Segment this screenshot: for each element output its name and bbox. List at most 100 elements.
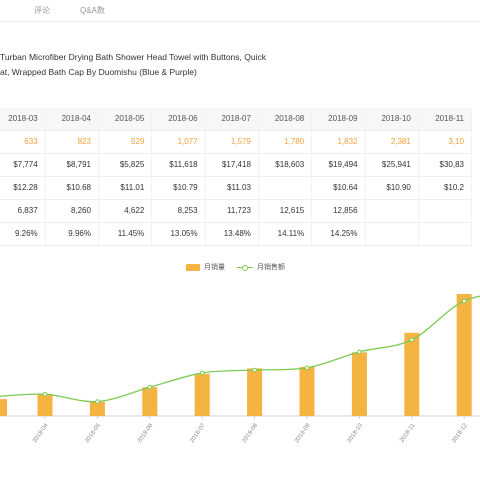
table-cell: $11.03 — [205, 176, 259, 200]
table-row-price: $12.28 $10.68 $11.01 $10.79 $11.03 $10.6… — [0, 176, 473, 200]
table-cell: 9.26% — [0, 222, 46, 246]
table-cell: 1,832 — [311, 130, 366, 154]
month-header: 2018-07 — [205, 108, 259, 131]
chart-bar — [456, 294, 472, 416]
tab-qa[interactable]: Q&A数 — [80, 6, 105, 15]
table-cell: 1,780 — [258, 130, 313, 154]
table-cell: $10.64 — [311, 176, 366, 200]
table-cell: 14.25% — [311, 222, 366, 246]
month-header: 2018-06 — [151, 108, 206, 131]
table-cell — [418, 222, 473, 246]
product-title-line2: at, Wrapped Bath Cap By Duomishu (Blue &… — [0, 67, 197, 77]
table-cell: $19,494 — [311, 153, 366, 177]
chart-bar — [37, 393, 53, 416]
chart-bar — [142, 387, 158, 416]
table-cell: $10.68 — [45, 176, 99, 200]
chart-bar — [194, 373, 210, 416]
table-cell: $10.79 — [151, 176, 206, 200]
table-cell: 14.11% — [258, 222, 313, 246]
x-tick-label: 2018-08 — [242, 422, 260, 444]
table-cell: 633 — [0, 130, 46, 154]
x-tick-label: 2018-04 — [32, 422, 50, 444]
table-cell: $11,618 — [151, 153, 206, 177]
x-tick-label: 2018-12 — [451, 422, 469, 444]
top-tab-bar: 评论 Q&A数 — [0, 0, 480, 22]
table-cell: 6,837 — [0, 199, 46, 223]
x-tick-label: 2018-05 — [84, 422, 102, 444]
table-cell: 13.48% — [205, 222, 259, 246]
legend-line-label[interactable]: 月销售额 — [257, 264, 285, 271]
table-cell: 1,579 — [205, 130, 259, 154]
table-row-revenue: $7,774 $8,791 $5,825 $11,618 $17,418 $18… — [0, 153, 473, 177]
monthly-data-table: 2018-03 2018-04 2018-05 2018-06 2018-07 … — [0, 108, 473, 246]
month-header: 2018-05 — [98, 108, 153, 131]
table-cell: 12,615 — [258, 199, 313, 223]
chart-bar — [351, 352, 367, 416]
table-cell: $18,603 — [258, 153, 313, 177]
table-cell: $8,791 — [45, 153, 99, 177]
table-header-row: 2018-03 2018-04 2018-05 2018-06 2018-07 … — [0, 108, 473, 131]
sales-chart: 2018-04 2018-05 2018-06 2018-07 2018-08 2018-… — [0, 294, 480, 444]
table-cell: 12,856 — [311, 199, 366, 223]
tab-reviews[interactable]: 评论 — [34, 6, 50, 15]
line-point — [199, 370, 205, 376]
chart-bar — [0, 399, 7, 416]
product-title-line1: Turban Microfiber Drying Bath Shower Hea… — [0, 52, 266, 62]
table-cell: $25,941 — [365, 153, 419, 177]
table-cell — [365, 199, 419, 223]
table-cell: $5,825 — [98, 153, 153, 177]
line-point — [357, 349, 362, 355]
line-point — [95, 399, 100, 404]
month-header: 2018-03 — [0, 108, 46, 131]
table-cell: 8,260 — [45, 199, 99, 223]
table-cell: $10.90 — [365, 176, 419, 200]
table-cell: $30,83 — [418, 153, 473, 177]
table-cell: 11.45% — [98, 222, 153, 246]
table-cell: 3,10 — [418, 130, 473, 154]
table-cell: 823 — [45, 130, 99, 154]
table-cell: 1,077 — [151, 130, 206, 154]
table-cell: 2,381 — [365, 130, 419, 154]
chart-bar — [299, 366, 315, 416]
table-cell — [365, 222, 419, 246]
legend-bar-swatch[interactable] — [186, 263, 200, 271]
table-cell: $11.01 — [98, 176, 153, 200]
table-cell: 13.05% — [151, 222, 206, 246]
month-header: 2018-10 — [365, 108, 419, 131]
line-point — [461, 298, 467, 304]
x-tick-label: 2018-07 — [189, 422, 207, 444]
table-cell — [258, 176, 313, 200]
chart-legend: 月销量 月销售额 — [186, 262, 285, 272]
month-header: 2018-08 — [258, 108, 313, 131]
table-cell — [418, 199, 473, 223]
product-title: Turban Microfiber Drying Bath Shower Hea… — [0, 50, 480, 80]
month-header: 2018-04 — [45, 108, 99, 131]
table-cell: $12.28 — [0, 176, 46, 200]
line-point — [304, 365, 310, 371]
table-cell: $7,774 — [0, 153, 46, 177]
table-cell: $17,418 — [205, 153, 259, 177]
table-cell: 11,723 — [205, 199, 259, 223]
table-cell: 9.96% — [45, 222, 99, 246]
month-header: 2018-11 — [418, 108, 473, 131]
table-cell: $10.2 — [418, 176, 473, 200]
x-tick-label: 2018-09 — [294, 422, 312, 444]
legend-line-swatch[interactable] — [237, 264, 253, 271]
table-cell: 4,622 — [98, 199, 153, 223]
legend-bar-label[interactable]: 月销量 — [204, 264, 225, 271]
x-tick-label: 2018-06 — [137, 422, 155, 444]
line-point — [42, 391, 48, 397]
table-row-units: 633 823 529 1,077 1,579 1,780 1,832 2,38… — [0, 130, 473, 154]
chart-bar — [404, 332, 420, 416]
table-cell: 8,253 — [151, 199, 206, 223]
table-row-ratio: 9.26% 9.96% 11.45% 13.05% 13.48% 14.11% … — [0, 222, 473, 246]
chart-bar — [89, 401, 105, 416]
month-header: 2018-09 — [311, 108, 366, 131]
x-tick-label: 2018-10 — [346, 422, 364, 444]
table-row-rank: 6,837 8,260 4,622 8,253 11,723 12,615 12… — [0, 199, 473, 223]
chart-bar — [247, 368, 263, 416]
line-point — [252, 367, 257, 373]
table-cell: 529 — [98, 130, 153, 154]
line-point — [147, 384, 153, 390]
x-tick-label: 2018-11 — [399, 422, 417, 444]
